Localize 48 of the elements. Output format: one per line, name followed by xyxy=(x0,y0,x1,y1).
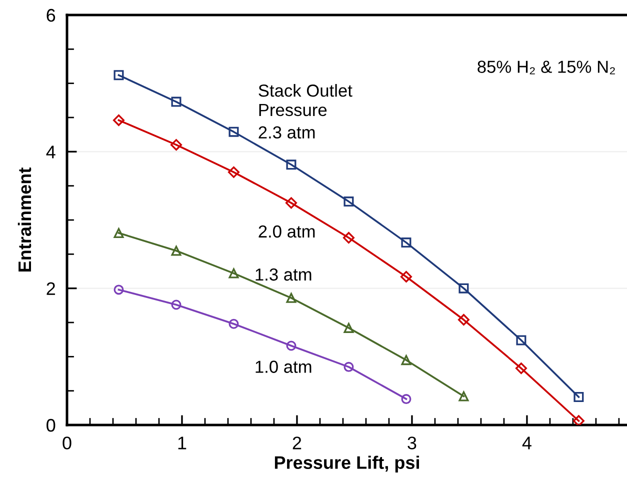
point xyxy=(170,139,182,151)
point xyxy=(344,362,354,372)
annotation: Stack Outlet Pressure xyxy=(258,84,352,116)
series-label: 1.3 atm xyxy=(256,268,312,281)
y-axis-title: Entrainment xyxy=(18,168,32,272)
point xyxy=(228,318,239,329)
point xyxy=(171,246,182,256)
point xyxy=(114,228,124,238)
y-tick-label: 0 xyxy=(46,418,56,432)
x-tick-label: 4 xyxy=(522,436,532,450)
x-axis-title: Pressure Lift, psi xyxy=(274,456,419,473)
x-tick-label: 3 xyxy=(408,436,416,450)
point xyxy=(400,270,412,282)
point xyxy=(344,322,354,333)
point xyxy=(286,340,296,351)
point xyxy=(286,160,296,170)
point xyxy=(228,126,239,137)
point xyxy=(171,96,182,107)
point xyxy=(572,415,584,425)
point xyxy=(286,292,296,303)
point xyxy=(458,391,469,402)
y-tick-label: 2 xyxy=(46,282,55,295)
point xyxy=(401,238,412,248)
point xyxy=(228,268,239,278)
point xyxy=(114,284,124,295)
y-tick-label: 6 xyxy=(46,8,56,22)
point xyxy=(574,392,584,402)
point xyxy=(113,114,124,126)
point xyxy=(285,197,297,209)
y-tick-label: 4 xyxy=(46,146,56,158)
point xyxy=(114,70,124,80)
point xyxy=(344,196,354,207)
point xyxy=(401,394,412,404)
point xyxy=(458,314,470,326)
point xyxy=(342,232,354,244)
series-label: 1.0 atm xyxy=(256,360,312,373)
annotation: 85% H₂ & 15% N₂ xyxy=(478,60,615,74)
x-tick-label: 1 xyxy=(178,436,186,450)
point xyxy=(458,283,469,294)
series-label: 2.0 atm xyxy=(258,225,315,238)
point xyxy=(515,362,527,374)
point xyxy=(401,355,412,366)
x-tick-label: 2 xyxy=(292,436,302,450)
point xyxy=(228,166,240,178)
point xyxy=(516,335,526,346)
point xyxy=(171,300,182,310)
series-label: 2.3 atm xyxy=(258,126,315,139)
x-tick-label: 0 xyxy=(62,436,72,450)
